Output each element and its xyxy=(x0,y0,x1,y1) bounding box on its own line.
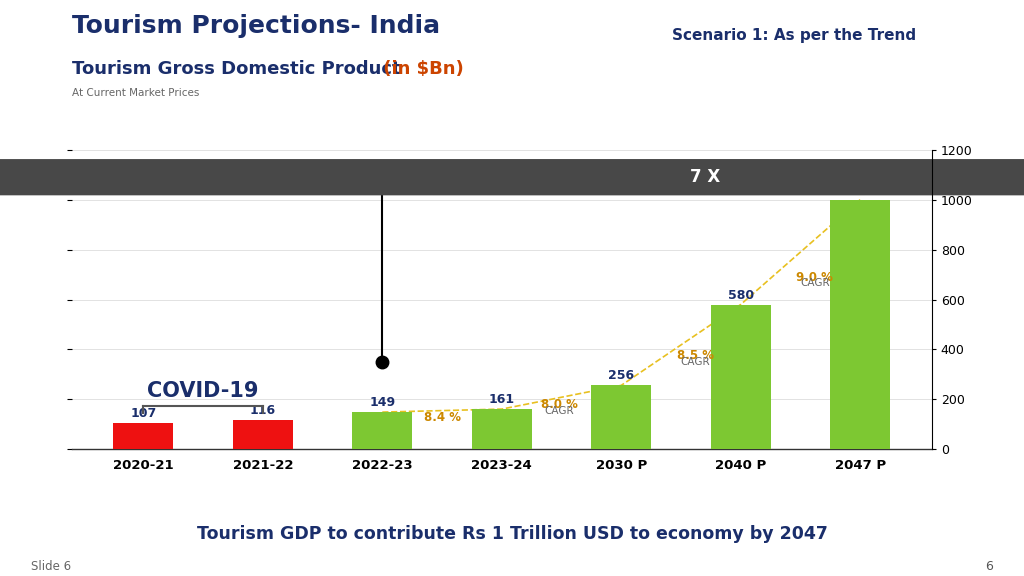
Text: 161: 161 xyxy=(488,393,515,406)
Bar xyxy=(352,412,412,449)
Text: Scenario 1: As per the Trend: Scenario 1: As per the Trend xyxy=(672,28,915,43)
Text: 116: 116 xyxy=(250,404,275,418)
Text: CAGR: CAGR xyxy=(545,406,573,416)
Text: Slide 6: Slide 6 xyxy=(31,560,71,573)
Bar xyxy=(472,409,531,449)
Text: Tourism Projections- India: Tourism Projections- India xyxy=(72,14,439,39)
Bar xyxy=(232,420,293,449)
Text: 9.0 %: 9.0 % xyxy=(797,271,834,284)
Text: Tourism GDP to contribute Rs 1 Trillion USD to economy by 2047: Tourism GDP to contribute Rs 1 Trillion … xyxy=(197,525,827,543)
Text: COVID-19: COVID-19 xyxy=(147,381,259,401)
Text: 8.0 %: 8.0 % xyxy=(541,398,578,411)
Text: 580: 580 xyxy=(728,289,754,301)
Bar xyxy=(830,200,890,449)
Text: CAGR: CAGR xyxy=(681,357,710,367)
Text: 256: 256 xyxy=(608,369,634,382)
Text: 6: 6 xyxy=(985,560,993,573)
Bar xyxy=(711,305,770,449)
Text: 107: 107 xyxy=(130,407,157,419)
Text: 8.5 %: 8.5 % xyxy=(677,350,714,362)
Text: CAGR: CAGR xyxy=(800,278,829,289)
Text: (in $Bn): (in $Bn) xyxy=(377,60,464,78)
Text: 8.4 %: 8.4 % xyxy=(424,411,461,423)
Circle shape xyxy=(0,160,1024,195)
Text: 7 X: 7 X xyxy=(690,168,720,186)
Text: 1000: 1000 xyxy=(839,181,882,196)
Bar xyxy=(114,423,173,449)
Text: Tourism Gross Domestic Product: Tourism Gross Domestic Product xyxy=(72,60,400,78)
Text: At Current Market Prices: At Current Market Prices xyxy=(72,88,199,97)
Text: 149: 149 xyxy=(370,396,395,409)
Bar xyxy=(591,385,651,449)
